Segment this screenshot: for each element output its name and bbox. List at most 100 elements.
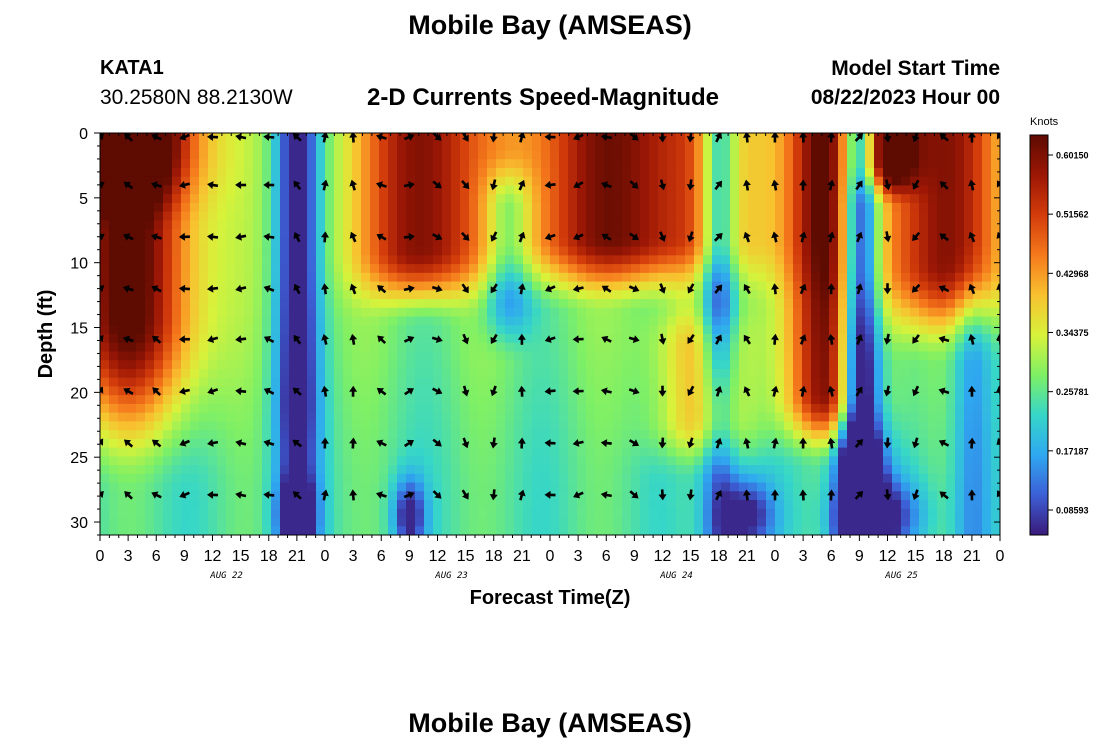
current-arrow (517, 385, 526, 397)
heatmap-cell (145, 299, 155, 309)
heatmap-cell (262, 167, 272, 178)
heatmap-cell (577, 465, 587, 475)
heatmap-cell (289, 447, 299, 457)
heatmap-cell (676, 150, 686, 160)
heatmap-cell (694, 456, 704, 466)
heatmap-cell (703, 526, 713, 535)
heatmap-cell (964, 342, 974, 353)
heatmap-cell (982, 412, 992, 422)
heatmap-cell (127, 229, 137, 239)
heatmap-cell (514, 211, 524, 221)
heatmap-cell (811, 150, 821, 160)
heatmap-cell (379, 430, 389, 440)
heatmap-cell (262, 482, 272, 492)
heatmap-cell (955, 185, 965, 195)
heatmap-cell (712, 185, 722, 195)
heatmap-cell (955, 351, 965, 361)
heatmap-cell (181, 465, 191, 475)
heatmap-cell (559, 500, 569, 510)
heatmap-cell (388, 351, 398, 361)
heatmap-cell (208, 482, 218, 492)
heatmap-cell (388, 316, 398, 326)
heatmap-cell (145, 220, 155, 230)
heatmap-cell (523, 491, 533, 501)
heatmap-cell (244, 465, 254, 475)
heatmap-cell (109, 202, 119, 213)
heatmap-cell (505, 360, 515, 370)
heatmap-cell (973, 167, 983, 178)
heatmap-cell (784, 456, 794, 466)
heatmap-cell (910, 377, 920, 388)
heatmap-cell (307, 517, 317, 527)
heatmap-cell (577, 412, 587, 422)
heatmap-cell (559, 211, 569, 221)
heatmap-cell (586, 159, 596, 169)
heatmap-cell (172, 281, 182, 291)
heatmap-cell (235, 202, 245, 213)
heatmap-cell (325, 264, 335, 274)
heatmap-cell (982, 307, 992, 318)
heatmap-cell (739, 342, 749, 353)
heatmap-cell (874, 491, 884, 501)
heatmap-cell (901, 334, 911, 344)
heatmap-cell (820, 421, 830, 431)
heatmap-cell (352, 281, 362, 291)
heatmap-cell (253, 220, 263, 230)
heatmap-cell (316, 290, 326, 300)
heatmap-cell (946, 526, 956, 535)
heatmap-cell (685, 517, 695, 527)
heatmap-cell (253, 229, 263, 239)
heatmap-cell (451, 185, 461, 195)
heatmap-cell (541, 316, 551, 326)
heatmap-cell (613, 360, 623, 370)
heatmap-cell (973, 229, 983, 239)
heatmap-cell (505, 456, 515, 466)
heatmap-cell (334, 307, 344, 318)
heatmap-cell (199, 526, 209, 535)
heatmap-cell (847, 299, 857, 309)
heatmap-cell (541, 351, 551, 361)
current-arrow (771, 489, 779, 501)
heatmap-cell (946, 307, 956, 318)
heatmap-cell (190, 526, 200, 535)
heatmap-cell (631, 465, 641, 475)
heatmap-cell (901, 325, 911, 335)
heatmap-cell (181, 202, 191, 213)
heatmap-cell (424, 307, 434, 318)
heatmap-cell (631, 159, 641, 169)
heatmap-cell (487, 526, 497, 535)
heatmap-cell (280, 264, 290, 274)
heatmap-cell (955, 368, 965, 379)
heatmap-cell (190, 491, 200, 501)
heatmap-cell (793, 456, 803, 466)
heatmap-cell (730, 133, 740, 143)
heatmap-cell (775, 351, 785, 361)
heatmap-cell (658, 500, 668, 510)
heatmap-cell (181, 325, 191, 335)
heatmap-cell (514, 325, 524, 335)
heatmap-cell (505, 403, 515, 414)
heatmap-cell (451, 325, 461, 335)
heatmap-cell (496, 255, 506, 265)
heatmap-cell (163, 272, 173, 283)
heatmap-cell (271, 508, 281, 519)
heatmap-cell (649, 412, 659, 422)
heatmap-cell (955, 150, 965, 160)
heatmap-cell (784, 202, 794, 213)
heatmap-cell (244, 176, 254, 187)
heatmap-cell (667, 150, 677, 160)
heatmap-cell (865, 237, 875, 248)
current-arrow (100, 386, 104, 394)
heatmap-cell (865, 386, 875, 396)
heatmap-cell (334, 526, 344, 535)
heatmap-cell (397, 386, 407, 396)
heatmap-cell (433, 299, 443, 309)
heatmap-cell (793, 377, 803, 388)
heatmap-cell (793, 272, 803, 283)
heatmap-cell (127, 508, 137, 519)
heatmap-cell (748, 237, 758, 248)
heatmap-cell (919, 290, 929, 300)
heatmap-cell (163, 246, 173, 256)
heatmap-cell (307, 220, 317, 230)
heatmap-cell (973, 176, 983, 187)
